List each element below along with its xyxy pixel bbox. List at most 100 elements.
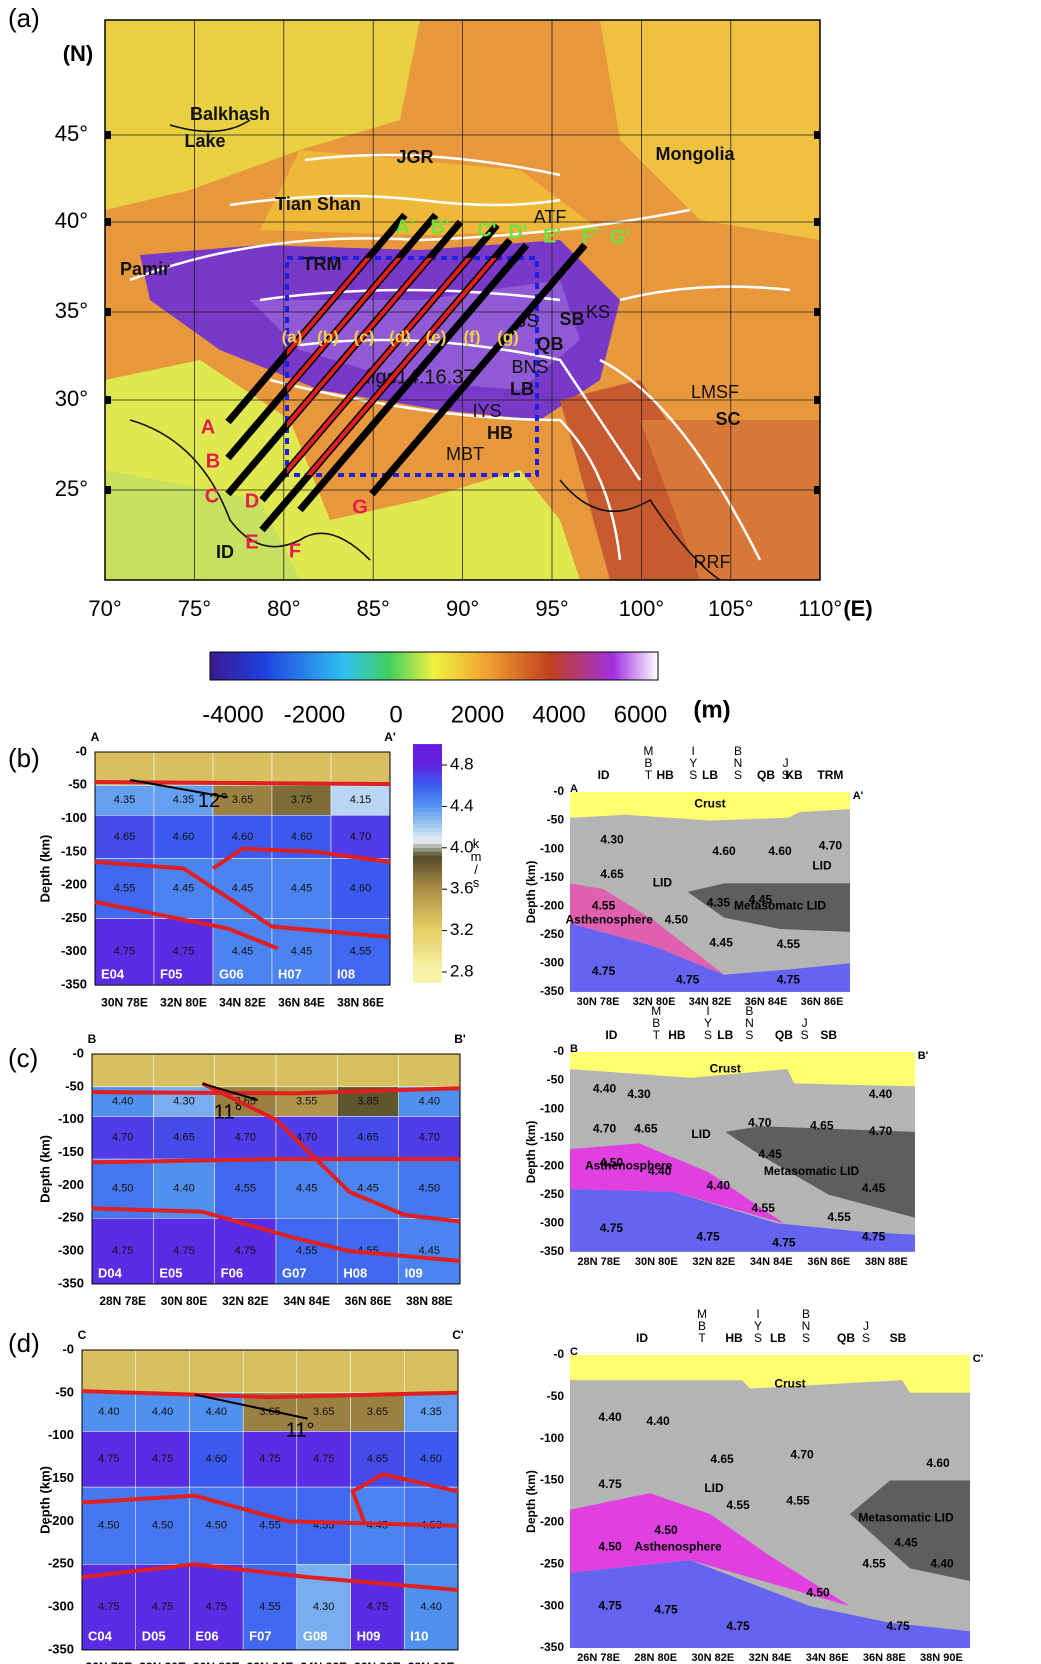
lon-tick-label: 110° (798, 596, 842, 621)
schematic-value: 4.45 (758, 1147, 782, 1161)
velocity-colorbar-cell (413, 918, 442, 924)
section-end: A' (384, 730, 396, 744)
region-label: Crust (774, 1376, 805, 1390)
velocity-colorbar-cell (413, 910, 442, 916)
schematic-value: 4.75 (696, 1230, 720, 1244)
panel-frame (81, 1349, 459, 1651)
depth-tick-label: -200 (61, 877, 87, 892)
depth-axis-label: Depth (km) (524, 1121, 538, 1184)
place-name: BNS (511, 357, 548, 377)
velocity-colorbar-cell (413, 914, 442, 920)
depth-tick-label: -100 (540, 1101, 564, 1115)
profile-end: C' (477, 219, 496, 241)
section-end: C' (452, 1328, 464, 1342)
velocity-colorbar-cell (413, 962, 442, 967)
crust-layer (153, 1053, 215, 1088)
schematic-value: 4.55 (862, 1556, 886, 1570)
depth-tick-label: -50 (547, 813, 565, 827)
schematic-value: 4.50 (654, 1523, 678, 1537)
metasomatic-region (725, 1126, 915, 1218)
depth-tick-label: -350 (58, 1275, 84, 1290)
location-label: 32N 82E (222, 1294, 269, 1308)
fault-label: ID (636, 1331, 648, 1345)
schematic-value: 4.65 (634, 1121, 658, 1135)
schematic-value: 4.70 (593, 1121, 617, 1135)
velocity-colorbar-cell (413, 827, 442, 832)
velocity-colorbar-cell (413, 958, 442, 963)
depth-axis-label: Depth (km) (37, 1466, 52, 1534)
schematic-value: 4.30 (600, 833, 624, 847)
velocity-cell (398, 1158, 461, 1219)
depth-tick-label: -250 (540, 1187, 564, 1201)
depth-tick-label: -350 (48, 1641, 74, 1656)
profile-start: A (201, 416, 215, 438)
velocity-cell (242, 1564, 298, 1651)
location-label: 32N 80E (633, 996, 676, 1008)
crust-layer (350, 1349, 405, 1394)
mantle-region (570, 1189, 915, 1252)
velocity-cell (91, 1218, 154, 1285)
depth-tick-label: -300 (61, 943, 87, 958)
velocity-colorbar-cell (413, 863, 442, 868)
profile-segment (287, 258, 472, 474)
metasomatic-region (850, 1480, 970, 1581)
schematic-value: 4.70 (748, 1116, 772, 1130)
velocity-colorbar-cell (413, 871, 442, 876)
tick (814, 486, 820, 494)
location-label: 34N 84E (750, 1256, 793, 1268)
profile-start: E (245, 531, 258, 553)
location-label: 38N 90E (920, 1652, 963, 1664)
location-label: 36N 86E (807, 1256, 850, 1268)
velocity-value: 4.65 (114, 831, 135, 843)
velocity-value: 4.75 (313, 1453, 334, 1465)
panel-label: (d) (8, 1328, 40, 1358)
schematic-value: 4.75 (886, 1619, 910, 1633)
asthenosphere-region (570, 883, 724, 975)
depth-tick-label: -50 (547, 1073, 565, 1087)
station-name: H09 (357, 1629, 381, 1644)
depth-tick-label: -0 (553, 1347, 564, 1361)
place-name: TRM (303, 254, 342, 274)
section-end: C' (973, 1353, 984, 1365)
station-name: D04 (98, 1266, 123, 1281)
place-name: QB (537, 334, 564, 354)
region-label: Asthenosphere (585, 1158, 673, 1172)
velocity-value: 3.55 (296, 1096, 317, 1108)
tick (105, 486, 111, 494)
schematic-value: 4.75 (862, 1230, 886, 1244)
velocity-colorbar-cell (413, 954, 442, 959)
panel-label: (c) (8, 1043, 38, 1073)
velocity-colorbar-cell (413, 763, 442, 769)
section-end: A' (853, 790, 864, 802)
station-name: E05 (159, 1266, 182, 1281)
velocity-colorbar-cell (413, 934, 442, 940)
depth-tick-label: -200 (540, 1515, 564, 1529)
depth-tick-label: -100 (540, 841, 564, 855)
velocity-value: 4.50 (112, 1183, 133, 1195)
velocity-cell (94, 918, 155, 986)
schematic-value: 4.65 (810, 1118, 834, 1132)
place-name: SC (715, 409, 740, 429)
depth-tick-label: -50 (65, 1078, 84, 1093)
schematic-value: 4.65 (710, 1452, 734, 1466)
schematic-value: 4.55 (726, 1498, 750, 1512)
velocity-colorbar-cell (413, 974, 442, 979)
depth-tick-label: -300 (48, 1599, 74, 1614)
velocity-cell (296, 1486, 351, 1565)
place-name: IYS (472, 401, 501, 421)
fault-lines (129, 153, 791, 561)
boundary-line (94, 859, 391, 940)
velocity-colorbar-cell (413, 835, 442, 840)
velocity-cell (271, 785, 332, 816)
depth-tick-label: -350 (540, 984, 564, 998)
velocity-colorbar-cell (413, 950, 442, 955)
crust-layer (153, 751, 214, 786)
depth-tick-label: -200 (540, 898, 564, 912)
velocity-value: 3.65 (232, 794, 253, 806)
velocity-colorbar-cell (413, 791, 442, 797)
crust-layer (275, 1053, 338, 1088)
depth-tick-label: -350 (540, 1640, 564, 1654)
